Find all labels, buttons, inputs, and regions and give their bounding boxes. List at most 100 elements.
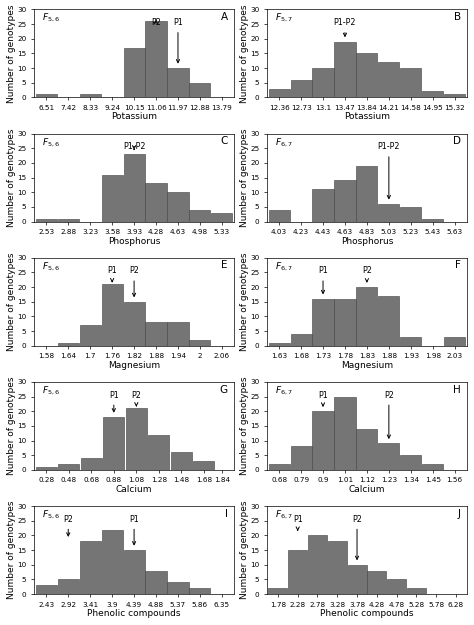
Bar bbox=[124, 154, 145, 221]
Bar bbox=[190, 340, 210, 346]
Bar bbox=[101, 174, 123, 221]
Text: P1: P1 bbox=[318, 391, 328, 406]
Bar bbox=[312, 189, 334, 221]
Bar bbox=[193, 461, 214, 470]
Bar bbox=[328, 541, 347, 594]
Y-axis label: Number of genotypes: Number of genotypes bbox=[7, 128, 16, 227]
Bar bbox=[36, 94, 57, 98]
Bar bbox=[356, 429, 377, 470]
Text: J: J bbox=[458, 509, 461, 519]
Bar bbox=[124, 302, 145, 346]
Text: $F_{6,7}$: $F_{6,7}$ bbox=[275, 136, 293, 149]
Text: F: F bbox=[455, 261, 461, 271]
Bar bbox=[80, 541, 100, 594]
Bar bbox=[335, 299, 356, 346]
Text: P2: P2 bbox=[352, 515, 362, 559]
Text: P1-P2: P1-P2 bbox=[378, 142, 400, 199]
Y-axis label: Number of genotypes: Number of genotypes bbox=[7, 377, 16, 475]
Text: $F_{5,7}$: $F_{5,7}$ bbox=[275, 12, 293, 24]
Text: P1: P1 bbox=[109, 391, 118, 412]
Bar bbox=[444, 337, 465, 346]
Y-axis label: Number of genotypes: Number of genotypes bbox=[240, 128, 249, 227]
X-axis label: Potassium: Potassium bbox=[111, 112, 157, 121]
Bar bbox=[190, 588, 210, 594]
Bar bbox=[146, 571, 166, 594]
Bar bbox=[269, 210, 290, 221]
Bar bbox=[124, 550, 145, 594]
Text: B: B bbox=[454, 12, 461, 22]
Bar bbox=[422, 91, 443, 98]
Text: P1-P2: P1-P2 bbox=[123, 142, 146, 151]
Y-axis label: Number of genotypes: Number of genotypes bbox=[240, 501, 249, 599]
Text: P1: P1 bbox=[293, 515, 302, 530]
Text: I: I bbox=[225, 509, 228, 519]
Bar bbox=[190, 82, 210, 98]
Y-axis label: Number of genotypes: Number of genotypes bbox=[240, 4, 249, 102]
Text: P1: P1 bbox=[129, 515, 139, 545]
Bar bbox=[400, 207, 421, 221]
Bar bbox=[288, 550, 307, 594]
Bar bbox=[269, 464, 290, 470]
Bar bbox=[387, 579, 406, 594]
Bar bbox=[167, 322, 189, 346]
Bar bbox=[400, 337, 421, 346]
Text: $F_{5,6}$: $F_{5,6}$ bbox=[42, 261, 60, 272]
Bar bbox=[378, 62, 400, 98]
X-axis label: Potassium: Potassium bbox=[344, 112, 390, 121]
Bar bbox=[146, 322, 166, 346]
Bar bbox=[269, 89, 290, 98]
Bar bbox=[367, 571, 386, 594]
Text: $F_{6,7}$: $F_{6,7}$ bbox=[275, 509, 293, 521]
Bar bbox=[167, 192, 189, 221]
Bar bbox=[407, 588, 426, 594]
X-axis label: Phosphorus: Phosphorus bbox=[108, 236, 160, 246]
Bar bbox=[356, 53, 377, 98]
Bar bbox=[400, 68, 421, 98]
Bar bbox=[171, 452, 192, 470]
Text: P1: P1 bbox=[318, 266, 328, 294]
Bar bbox=[101, 284, 123, 346]
X-axis label: Calcium: Calcium bbox=[116, 485, 152, 494]
Bar bbox=[291, 446, 311, 470]
Text: H: H bbox=[453, 384, 461, 394]
Text: P2: P2 bbox=[362, 266, 372, 282]
Text: $F_{5,6}$: $F_{5,6}$ bbox=[42, 136, 60, 149]
Bar bbox=[378, 204, 400, 221]
Y-axis label: Number of genotypes: Number of genotypes bbox=[7, 501, 16, 599]
Bar bbox=[400, 455, 421, 470]
Text: P1: P1 bbox=[107, 266, 117, 282]
Bar bbox=[268, 588, 287, 594]
Text: P2: P2 bbox=[129, 266, 139, 296]
Bar bbox=[81, 458, 102, 470]
Text: $F_{5,6}$: $F_{5,6}$ bbox=[42, 12, 60, 24]
Bar bbox=[146, 183, 166, 221]
Bar bbox=[211, 213, 232, 221]
Text: C: C bbox=[220, 136, 228, 146]
Y-axis label: Number of genotypes: Number of genotypes bbox=[7, 253, 16, 351]
Text: P1-P2: P1-P2 bbox=[334, 18, 356, 36]
Text: $F_{6,7}$: $F_{6,7}$ bbox=[275, 261, 293, 272]
X-axis label: Magnesium: Magnesium bbox=[341, 361, 393, 370]
Bar bbox=[148, 435, 169, 470]
Bar bbox=[312, 411, 334, 470]
Bar bbox=[312, 299, 334, 346]
Bar bbox=[378, 296, 400, 346]
Y-axis label: Number of genotypes: Number of genotypes bbox=[240, 253, 249, 351]
X-axis label: Phenolic compounds: Phenolic compounds bbox=[320, 609, 414, 618]
Text: P2: P2 bbox=[151, 18, 161, 27]
Bar bbox=[291, 80, 311, 98]
Text: P1: P1 bbox=[173, 18, 183, 63]
Bar bbox=[36, 585, 57, 594]
Bar bbox=[58, 342, 79, 346]
Bar bbox=[167, 582, 189, 594]
Bar bbox=[422, 219, 443, 221]
Text: $F_{6,7}$: $F_{6,7}$ bbox=[275, 384, 293, 397]
Text: P2: P2 bbox=[384, 391, 394, 438]
Bar bbox=[422, 464, 443, 470]
Bar bbox=[126, 408, 147, 470]
Text: $F_{5,6}$: $F_{5,6}$ bbox=[42, 384, 60, 397]
Bar bbox=[347, 565, 366, 594]
Bar bbox=[36, 467, 57, 470]
Bar bbox=[58, 219, 79, 221]
Bar bbox=[356, 166, 377, 221]
